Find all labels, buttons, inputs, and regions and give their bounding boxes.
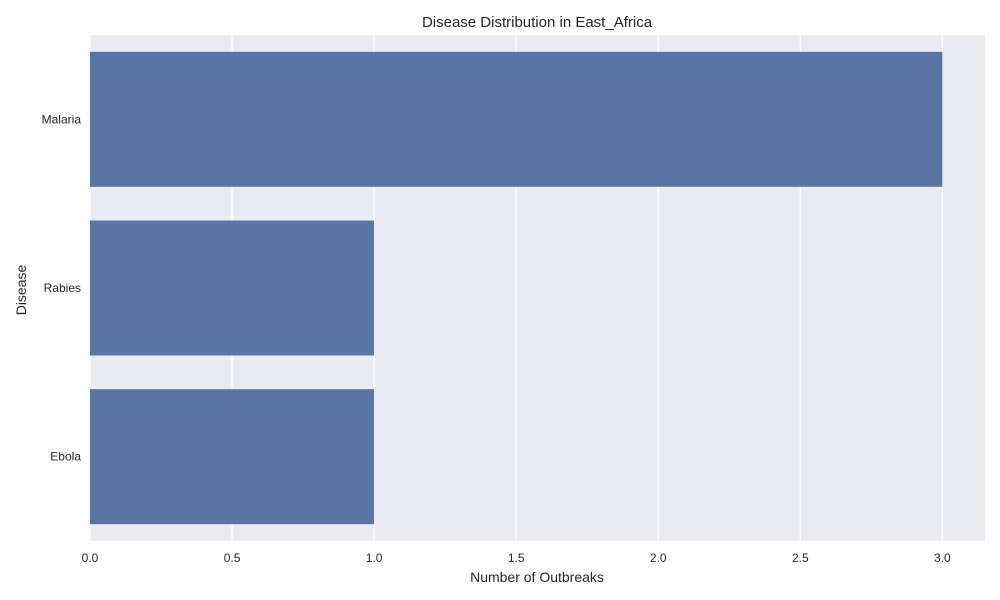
chart-title: Disease Distribution in East_Africa — [422, 14, 653, 31]
x-tick-label: 0.0 — [82, 551, 99, 565]
x-tick-label: 0.5 — [224, 551, 241, 565]
x-axis-label: Number of Outbreaks — [470, 569, 604, 585]
y-tick-label: Malaria — [42, 112, 82, 126]
y-axis-label: Disease — [13, 265, 29, 316]
x-tick-label: 1.5 — [508, 551, 525, 565]
bar-ebola — [90, 389, 375, 525]
bar-rabies — [90, 220, 375, 356]
y-tick-label: Ebola — [50, 450, 81, 464]
bars — [90, 51, 943, 525]
x-tick-label: 3.0 — [934, 551, 951, 565]
x-tick-label: 2.5 — [792, 551, 809, 565]
x-tick-label: 1.0 — [366, 551, 383, 565]
y-tick-label: Rabies — [44, 281, 81, 295]
bar-malaria — [90, 51, 943, 187]
y-axis-ticks: Malaria Rabies Ebola — [42, 112, 82, 463]
x-tick-label: 2.0 — [650, 551, 667, 565]
x-axis-ticks: 0.0 0.5 1.0 1.5 2.0 2.5 3.0 — [82, 551, 951, 565]
